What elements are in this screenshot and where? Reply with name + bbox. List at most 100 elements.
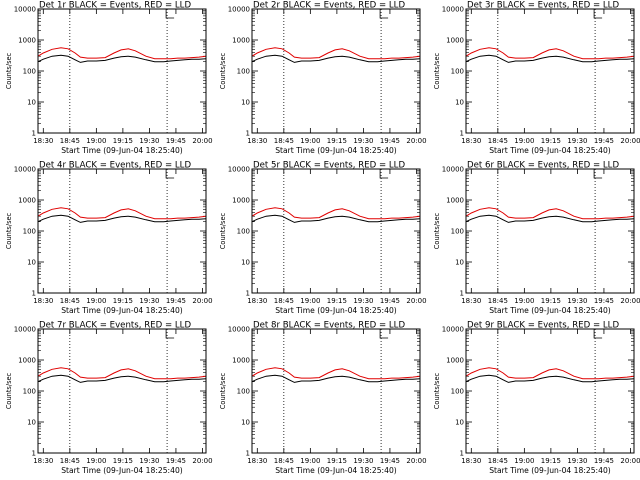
y-tick-label: 10 xyxy=(455,419,464,427)
x-tick-label: 19:00 xyxy=(86,137,106,145)
y-tick-label: 1 xyxy=(32,290,36,298)
series-lld-line xyxy=(37,47,207,60)
plot-frame xyxy=(465,168,635,294)
x-tick-label: 18:30 xyxy=(33,297,53,305)
x-tick-label: 19:30 xyxy=(567,457,587,465)
y-tick-label: 1000 xyxy=(446,357,464,365)
y-tick-label: 10 xyxy=(455,99,464,107)
x-tick-label: 20:00 xyxy=(192,297,212,305)
x-tick-label: 18:30 xyxy=(461,457,481,465)
y-tick-label: 10 xyxy=(241,419,250,427)
y-tick-label: 1 xyxy=(32,130,36,138)
y-axis-label: Counts/sec xyxy=(5,212,13,249)
x-tick-label: 19:00 xyxy=(514,297,534,305)
x-tick-label: 18:45 xyxy=(60,297,80,305)
x-tick-label: 19:15 xyxy=(327,297,347,305)
y-axis-label: Counts/sec xyxy=(433,372,441,409)
y-tick-label: 10000 xyxy=(442,166,464,174)
x-tick-label: 20:00 xyxy=(620,297,640,305)
panel-det-9: Det 9r BLACK = Events, RED = LLD Counts/s… xyxy=(433,321,640,476)
y-tick-label: 10000 xyxy=(228,326,250,334)
y-tick-label: 100 xyxy=(237,388,250,396)
y-tick-label: 10 xyxy=(27,259,36,267)
y-axis-label: Counts/sec xyxy=(433,212,441,249)
x-tick-label: 19:15 xyxy=(541,137,561,145)
x-tick-label: 19:15 xyxy=(541,297,561,305)
panel-title: Det 5r BLACK = Events, RED = LLD xyxy=(253,161,405,171)
marker-bracket xyxy=(593,9,603,19)
series-events-line xyxy=(37,374,207,383)
marker-bracket xyxy=(165,9,175,19)
series-events-line xyxy=(465,54,635,63)
series-lld-line xyxy=(251,207,421,220)
plot-frame xyxy=(465,8,635,134)
x-axis-label: Start Time (09-Jun-04 18:25:40) xyxy=(489,146,611,155)
x-axis-label: Start Time (09-Jun-04 18:25:40) xyxy=(275,146,397,155)
y-tick-label: 1 xyxy=(246,450,250,458)
y-tick-label: 100 xyxy=(237,68,250,76)
plot-frame xyxy=(37,328,207,454)
y-tick-label: 1 xyxy=(460,450,464,458)
series-events-line xyxy=(37,214,207,223)
x-axis-label: Start Time (09-Jun-04 18:25:40) xyxy=(275,466,397,475)
x-tick-label: 18:45 xyxy=(60,457,80,465)
x-tick-label: 19:45 xyxy=(166,297,186,305)
panel-title: Det 7r BLACK = Events, RED = LLD xyxy=(39,321,191,331)
panel-det-8: Det 8r BLACK = Events, RED = LLD Counts/s… xyxy=(219,321,427,476)
y-tick-label: 10000 xyxy=(228,166,250,174)
y-tick-label: 1 xyxy=(460,290,464,298)
series-lld-line xyxy=(37,367,207,380)
series-events-line xyxy=(37,54,207,63)
x-tick-label: 19:45 xyxy=(594,137,614,145)
y-tick-label: 1000 xyxy=(232,197,250,205)
y-tick-label: 10000 xyxy=(14,6,36,14)
y-axis-label: Counts/sec xyxy=(219,372,227,409)
x-tick-label: 20:00 xyxy=(406,297,426,305)
marker-bracket xyxy=(593,329,603,339)
x-tick-label: 18:30 xyxy=(247,297,267,305)
y-tick-label: 10000 xyxy=(442,6,464,14)
series-lld-line xyxy=(465,47,635,60)
x-tick-label: 19:15 xyxy=(113,137,133,145)
panel-title: Det 2r BLACK = Events, RED = LLD xyxy=(253,1,405,11)
y-tick-label: 100 xyxy=(451,228,464,236)
x-tick-label: 19:30 xyxy=(139,457,159,465)
panel-det-7: Det 7r BLACK = Events, RED = LLD Counts/s… xyxy=(5,321,213,476)
x-tick-label: 18:30 xyxy=(247,137,267,145)
x-axis-label: Start Time (09-Jun-04 18:25:40) xyxy=(489,466,611,475)
y-tick-label: 1000 xyxy=(232,37,250,45)
series-lld-line xyxy=(251,367,421,380)
y-tick-label: 1000 xyxy=(18,197,36,205)
marker-bracket xyxy=(165,329,175,339)
y-axis-label: Counts/sec xyxy=(5,372,13,409)
marker-bracket xyxy=(593,169,603,179)
y-tick-label: 10000 xyxy=(14,326,36,334)
y-tick-label: 100 xyxy=(451,388,464,396)
panel-det-5: Det 5r BLACK = Events, RED = LLD Counts/s… xyxy=(219,161,427,316)
marker-bracket xyxy=(379,9,389,19)
x-tick-label: 19:00 xyxy=(300,457,320,465)
y-axis-label: Counts/sec xyxy=(433,52,441,89)
plot-frame xyxy=(37,8,207,134)
series-events-line xyxy=(251,374,421,383)
x-axis-label: Start Time (09-Jun-04 18:25:40) xyxy=(61,146,183,155)
x-tick-label: 19:30 xyxy=(139,137,159,145)
marker-bracket xyxy=(165,169,175,179)
y-tick-label: 100 xyxy=(451,68,464,76)
x-tick-label: 19:30 xyxy=(353,137,373,145)
y-tick-label: 1000 xyxy=(446,197,464,205)
x-tick-label: 20:00 xyxy=(620,137,640,145)
series-lld-line xyxy=(37,207,207,220)
x-tick-label: 18:30 xyxy=(247,457,267,465)
series-events-line xyxy=(251,214,421,223)
x-axis-label: Start Time (09-Jun-04 18:25:40) xyxy=(61,306,183,315)
x-tick-label: 19:30 xyxy=(353,297,373,305)
panel-det-2: Det 2r BLACK = Events, RED = LLD Counts/s… xyxy=(219,1,427,156)
x-tick-label: 19:30 xyxy=(567,137,587,145)
y-tick-label: 100 xyxy=(23,68,36,76)
series-events-line xyxy=(251,54,421,63)
x-tick-label: 19:15 xyxy=(541,457,561,465)
y-tick-label: 10000 xyxy=(228,6,250,14)
plot-frame xyxy=(251,8,421,134)
